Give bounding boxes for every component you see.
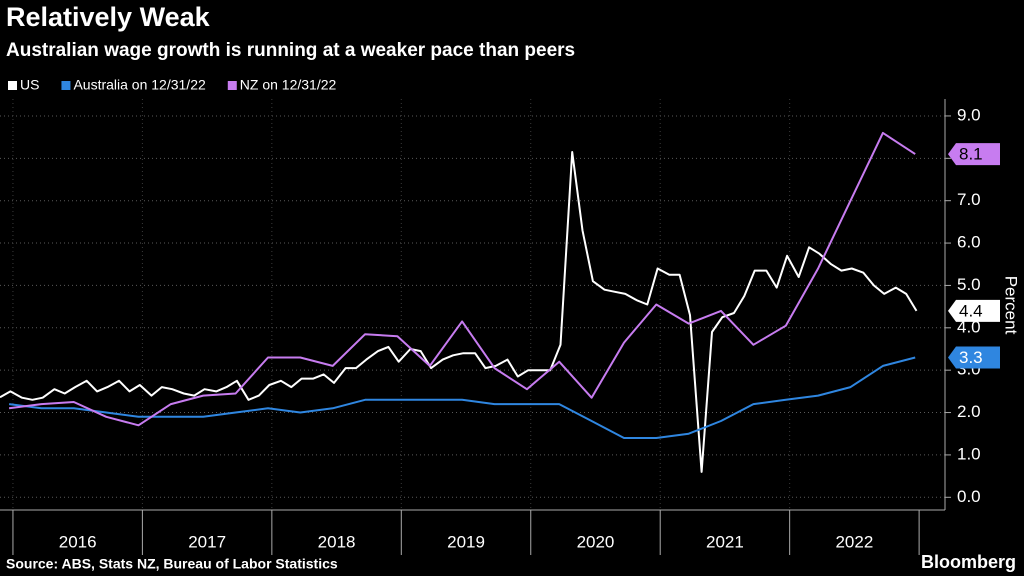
y-tick-label: 9.0 xyxy=(957,105,981,124)
legend-swatch xyxy=(8,81,17,90)
end-value-label: 8.1 xyxy=(959,145,983,164)
x-tick-label: 2019 xyxy=(447,532,485,551)
y-tick-label: 6.0 xyxy=(957,233,981,252)
end-label-box xyxy=(948,299,1000,322)
legend-label: US xyxy=(20,77,39,93)
y-tick-label: 1.0 xyxy=(957,444,981,463)
legend-swatch xyxy=(227,81,237,90)
legend-label: NZ on 12/31/22 xyxy=(240,77,337,93)
x-tick-label: 2022 xyxy=(835,532,873,551)
end-label-box xyxy=(948,143,1000,166)
y-tick-label: 0.0 xyxy=(957,487,981,506)
y-tick-label: 4.0 xyxy=(957,317,981,336)
series-line xyxy=(0,151,918,473)
end-value-label: 3.3 xyxy=(959,348,983,367)
legend-swatch xyxy=(61,81,71,90)
y-tick-label: 2.0 xyxy=(957,402,981,421)
source: Source: ABS, Stats NZ, Bureau of Labor S… xyxy=(6,556,338,572)
x-tick-label: 2018 xyxy=(318,532,356,551)
x-tick-label: 2020 xyxy=(577,532,615,551)
brand: Bloomberg xyxy=(921,552,1016,572)
series-line xyxy=(8,131,916,427)
end-value-label: 4.4 xyxy=(959,301,983,320)
series-line xyxy=(8,356,916,439)
legend-label: Australia on 12/31/22 xyxy=(73,77,206,93)
x-tick-label: 2017 xyxy=(188,532,226,551)
y-tick-label: 7.0 xyxy=(957,190,981,209)
y-axis-label: Percent xyxy=(1002,276,1021,335)
x-tick-label: 2021 xyxy=(706,532,744,551)
chart-subtitle: Australian wage growth is running at a w… xyxy=(6,40,575,61)
x-tick-label: 2016 xyxy=(59,532,97,551)
end-label-box xyxy=(948,346,1000,369)
chart-title: Relatively Weak xyxy=(6,2,211,32)
y-tick-label: 5.0 xyxy=(957,275,981,294)
